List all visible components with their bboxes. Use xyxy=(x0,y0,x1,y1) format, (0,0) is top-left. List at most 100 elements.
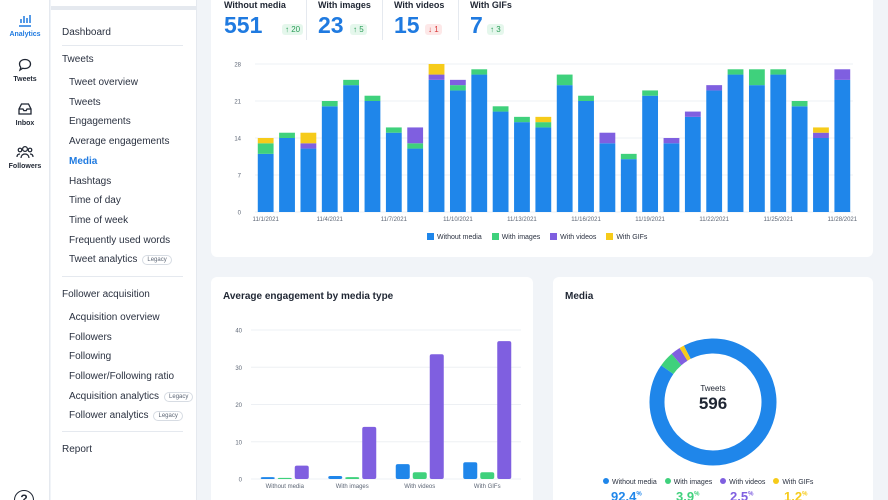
nav-hashtags[interactable]: Hashtags xyxy=(69,176,112,187)
percent-value: 1.2 xyxy=(784,489,803,500)
y-tick-label: 20 xyxy=(235,403,242,409)
bar-segment xyxy=(428,74,445,80)
donut-slice xyxy=(671,347,688,366)
bar xyxy=(463,462,478,479)
rail-inbox[interactable]: Inbox xyxy=(0,101,50,127)
nav-time-of-week[interactable]: Time of week xyxy=(69,215,129,226)
bar-segment xyxy=(300,143,317,149)
legend-label: Without media xyxy=(612,479,657,486)
stat-value: 23 xyxy=(318,12,344,38)
bar-segment xyxy=(642,95,659,212)
bar-segment xyxy=(684,116,701,212)
legend-item[interactable]: With images xyxy=(664,478,712,486)
x-tick-label: 11/22/2021 xyxy=(699,217,729,223)
rail-inbox-label: Inbox xyxy=(15,120,35,127)
nav-following[interactable]: Following xyxy=(69,351,112,362)
divider xyxy=(306,0,307,40)
y-tick-label: 30 xyxy=(235,366,242,372)
divider xyxy=(382,0,383,40)
nav-follower-analytics[interactable]: Follower analytics Legacy xyxy=(69,410,183,421)
nav-acquisition-overview[interactable]: Acquisition overview xyxy=(69,312,160,323)
rail-analytics[interactable]: Analytics xyxy=(0,12,50,38)
bar-segment xyxy=(599,143,616,212)
legend-item[interactable]: Without media xyxy=(427,233,482,241)
bar xyxy=(294,465,309,479)
bar-segment xyxy=(770,69,787,75)
stat-change-badge: ↑ 5 xyxy=(350,24,367,35)
bar-segment xyxy=(257,153,274,212)
nav-section-follower-acquisition[interactable]: Follower acquisition xyxy=(62,289,150,300)
legend-item[interactable]: With videos xyxy=(550,233,596,241)
y-tick-label: 0 xyxy=(239,478,243,484)
stat-change: 20 xyxy=(291,25,301,34)
x-tick-label: With GIFs xyxy=(474,484,501,490)
legend-label: With images xyxy=(501,234,541,241)
nav-frequently-used-words[interactable]: Frequently used words xyxy=(69,235,171,246)
legend-item[interactable]: Without media xyxy=(603,478,657,486)
bar-segment xyxy=(385,127,402,133)
percent-value: 92.4 xyxy=(611,489,637,500)
nav-tweets[interactable]: Tweets xyxy=(69,97,101,108)
bar-segment xyxy=(813,127,829,133)
rail-followers[interactable]: Followers xyxy=(0,144,50,170)
y-tick-label: 0 xyxy=(238,211,242,217)
nav-dashboard[interactable]: Dashboard xyxy=(62,27,111,38)
x-tick-label: 11/25/2021 xyxy=(763,217,793,223)
legend-item[interactable]: With images xyxy=(491,233,541,241)
bar-segment xyxy=(471,74,488,212)
nav-media[interactable]: Media xyxy=(69,156,98,167)
bar-segment xyxy=(556,85,573,212)
bar-segment xyxy=(385,132,402,212)
bar xyxy=(497,341,512,479)
bar-segment xyxy=(727,74,744,212)
bar-segment xyxy=(663,138,680,144)
x-tick-label: 11/16/2021 xyxy=(571,217,601,223)
bar-segment xyxy=(449,90,466,212)
average-engagement-card: Average engagement by media type 0 10 20 30… xyxy=(211,277,533,500)
legend-item[interactable]: With GIFs xyxy=(606,233,647,241)
nav-section-tweets[interactable]: Tweets xyxy=(62,54,94,65)
bar-segment xyxy=(748,69,765,86)
rail-tweets[interactable]: Tweets xyxy=(0,57,50,83)
bar xyxy=(412,472,427,479)
bar-segment xyxy=(620,153,637,160)
bar-segment xyxy=(727,69,744,75)
percent-without-media: 92.4% xyxy=(611,489,642,500)
chart-legend: Without media With images With videos Wi… xyxy=(427,233,655,241)
legacy-badge: Legacy xyxy=(142,255,172,265)
stat-label: With videos xyxy=(394,0,445,10)
legend-item[interactable]: With GIFs xyxy=(773,478,813,486)
bar-segment xyxy=(364,95,381,101)
stat-value: 7 xyxy=(470,12,483,38)
legend-item[interactable]: With videos xyxy=(720,478,765,486)
bar-segment xyxy=(407,148,424,212)
stat-value: 551 xyxy=(224,12,263,38)
nav-report[interactable]: Report xyxy=(62,444,93,455)
bar-segment xyxy=(556,74,573,86)
nav-tweet-overview[interactable]: Tweet overview xyxy=(69,77,138,88)
legend-swatch xyxy=(606,233,614,240)
nav-engagements[interactable]: Engagements xyxy=(69,116,131,127)
help-icon[interactable]: ? xyxy=(14,490,34,500)
legend-dot xyxy=(664,478,671,484)
stat-change-badge: ↓ 1 xyxy=(425,24,442,35)
bar-segment xyxy=(535,116,552,123)
nav-tweet-analytics[interactable]: Tweet analytics Legacy xyxy=(69,254,172,265)
bar-segment xyxy=(321,106,338,212)
y-tick-label: 21 xyxy=(234,100,241,106)
sidebar-top-bar xyxy=(51,6,197,10)
nav-average-engagements[interactable]: Average engagements xyxy=(69,136,170,147)
bar-segment xyxy=(428,79,445,212)
nav-followers[interactable]: Followers xyxy=(69,332,112,343)
nav-follower-following-ratio[interactable]: Follower/Following ratio xyxy=(69,371,175,382)
nav-time-of-day[interactable]: Time of day xyxy=(69,195,121,206)
bar-segment xyxy=(684,111,701,117)
percent-with-images: 3.9% xyxy=(676,489,699,500)
bar-segment xyxy=(449,85,466,91)
bar-segment xyxy=(343,85,360,212)
bar-segment xyxy=(663,143,680,212)
nav-acquisition-analytics[interactable]: Acquisition analytics Legacy xyxy=(69,391,194,402)
legacy-badge: Legacy xyxy=(153,411,183,421)
people-icon xyxy=(16,145,34,159)
legend-label: With videos xyxy=(729,479,766,486)
